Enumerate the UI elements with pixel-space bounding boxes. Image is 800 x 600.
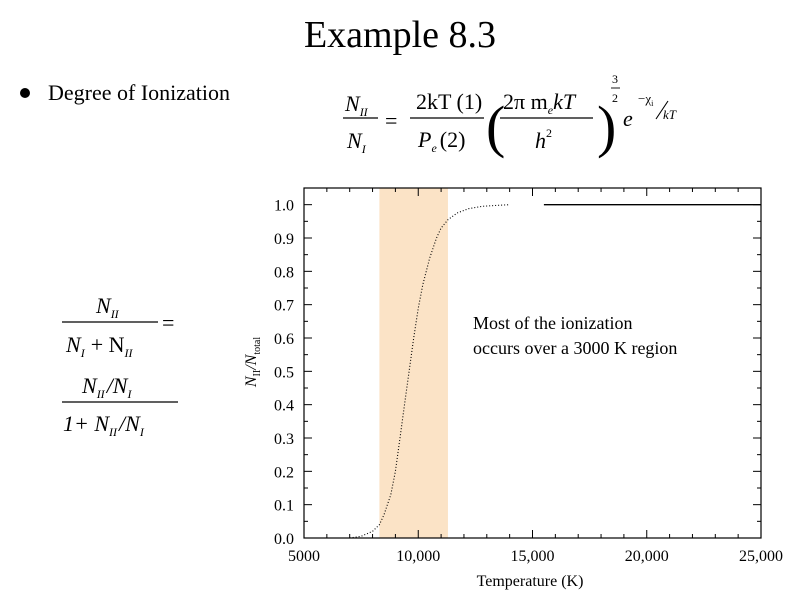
y-tick-label: 0.4 [274,398,294,415]
x-tick-label: 25,000 [739,548,783,565]
eq2-equals: = [162,310,174,335]
eq-left-paren: ( [486,94,505,159]
x-tick-label: 20,000 [625,548,669,565]
y-tick-label: 0.5 [274,364,294,381]
y-axis-label: NII/Ntotal [243,337,263,388]
annotation-line-2: occurs over a 3000 K region [473,338,678,358]
page-title: Example 8.3 [303,14,497,56]
eq-exp-bottom: kT [663,107,677,122]
y-tick-label: 0.8 [274,264,294,281]
x-axis-label: Temperature (K) [477,573,584,590]
eq-lhs-den: NI [346,128,367,156]
plot-frame [303,187,762,539]
x-tick-label: 10,000 [396,548,440,565]
eq-exp-slash [655,100,669,120]
eq2-den1: NI + NII [65,332,133,360]
y-tick-label: 0.7 [274,298,294,315]
y-tick-label: 0.3 [274,431,294,448]
eq-power-num: 3 [612,72,618,86]
eq-exp-base: e [623,106,633,131]
x-tick-label: 5000 [288,548,320,565]
eq-equals: = [385,108,397,133]
eq-power-den: 2 [612,91,618,105]
y-tick-label: 0.6 [274,331,294,348]
eq2-num2: NII/NI [81,373,132,401]
annotation-text: Most of the ionization occurs over a 300… [473,311,677,361]
series-line-0 [349,204,510,539]
bullet-item: Degree of Ionization [20,78,230,108]
bullet-text: Degree of Ionization [48,80,231,105]
y-tick-label: 0.0 [274,531,294,548]
eq-frac1-num: 2kT (1) [416,89,482,114]
y-tick-label: 0.1 [274,498,294,515]
y-tick-label: 0.2 [274,464,294,481]
annotation-line-1: Most of the ionization [473,313,633,333]
bullet-dot-icon [20,87,30,98]
eq2-num1: NII [95,293,120,321]
y-tick-label: 1.0 [274,198,294,215]
highlight-band [379,188,448,538]
y-tick-label: 0.9 [274,231,294,248]
eq-lhs-num: NII [344,91,369,119]
x-tick-label: 15,000 [511,548,555,565]
eq-frac2-den: h2 [535,126,552,153]
eq-right-paren: ) [597,94,616,159]
eq-frac2-num: 2π mekT [503,89,577,117]
eq-frac1-den: Pe (2) [417,127,465,155]
eq2-den2: 1+ NII/NI [63,411,145,439]
eq-exp-top: −χi [638,91,654,108]
